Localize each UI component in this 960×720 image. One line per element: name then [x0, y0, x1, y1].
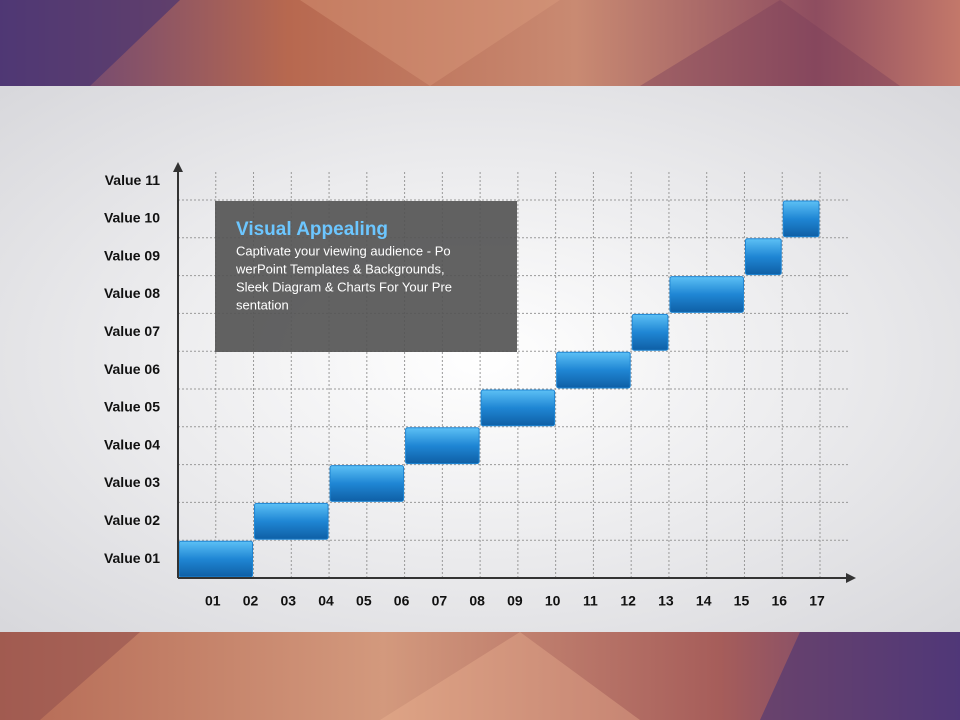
x-tick-label: 10 — [545, 593, 561, 609]
x-tick-label: 15 — [734, 593, 750, 609]
x-tick-label: 09 — [507, 593, 523, 609]
x-tick-label: 02 — [243, 593, 259, 609]
step-block — [254, 502, 329, 540]
y-tick-label: Value 04 — [104, 436, 160, 452]
step-block — [329, 465, 405, 502]
callout-title: Visual Appealing — [236, 219, 388, 240]
x-axis-arrow — [846, 573, 856, 583]
step-block — [405, 427, 480, 465]
step-block — [178, 540, 254, 578]
x-tick-label: 08 — [469, 593, 485, 609]
x-tick-label: 12 — [620, 593, 636, 609]
facet — [760, 632, 960, 720]
x-tick-label: 06 — [394, 593, 410, 609]
y-tick-label: Value 03 — [104, 474, 160, 490]
y-tick-label: Value 05 — [104, 399, 160, 415]
step-block — [782, 200, 820, 238]
y-tick-label: Value 01 — [104, 550, 160, 566]
y-tick-label: Value 02 — [104, 512, 160, 528]
step-block — [631, 313, 669, 351]
facet — [300, 0, 560, 86]
y-tick-label: Value 06 — [104, 361, 160, 377]
facet — [380, 632, 640, 720]
x-tick-label: 01 — [205, 593, 221, 609]
y-tick-label: Value 09 — [104, 247, 160, 263]
facet — [0, 632, 140, 720]
y-tick-label: Value 11 — [105, 172, 160, 188]
x-tick-label: 04 — [318, 593, 334, 609]
callout: Visual Appealing Captivate your viewing … — [215, 201, 517, 352]
callout-line: Sleek Diagram & Charts For Your Pre — [236, 279, 452, 294]
x-tick-label: 13 — [658, 593, 674, 609]
step-block — [556, 351, 631, 389]
chart: Value 01 Value 02 Value 03 Value 04 Value 05… — [104, 162, 856, 609]
x-tick-label: 03 — [281, 593, 297, 609]
x-tick-label: 14 — [696, 593, 712, 609]
x-tick-label: 17 — [809, 593, 825, 609]
callout-box — [215, 201, 517, 352]
y-axis-arrow — [173, 162, 183, 172]
x-tick-label: 11 — [583, 593, 598, 609]
y-tick-label: Value 07 — [104, 323, 160, 339]
callout-line: werPoint Templates & Backgrounds, — [235, 261, 445, 276]
facet — [0, 0, 180, 86]
x-tick-label: 05 — [356, 593, 372, 609]
x-tick-label: 07 — [432, 593, 448, 609]
step-block — [669, 276, 744, 313]
x-tick-label: 16 — [771, 593, 787, 609]
facet — [640, 0, 900, 86]
step-block — [744, 238, 782, 276]
step-block — [480, 389, 556, 427]
callout-line: sentation — [236, 297, 289, 312]
y-tick-label: Value 10 — [104, 210, 160, 226]
y-tick-label: Value 08 — [104, 285, 160, 301]
callout-line: Captivate your viewing audience - Po — [236, 243, 451, 258]
